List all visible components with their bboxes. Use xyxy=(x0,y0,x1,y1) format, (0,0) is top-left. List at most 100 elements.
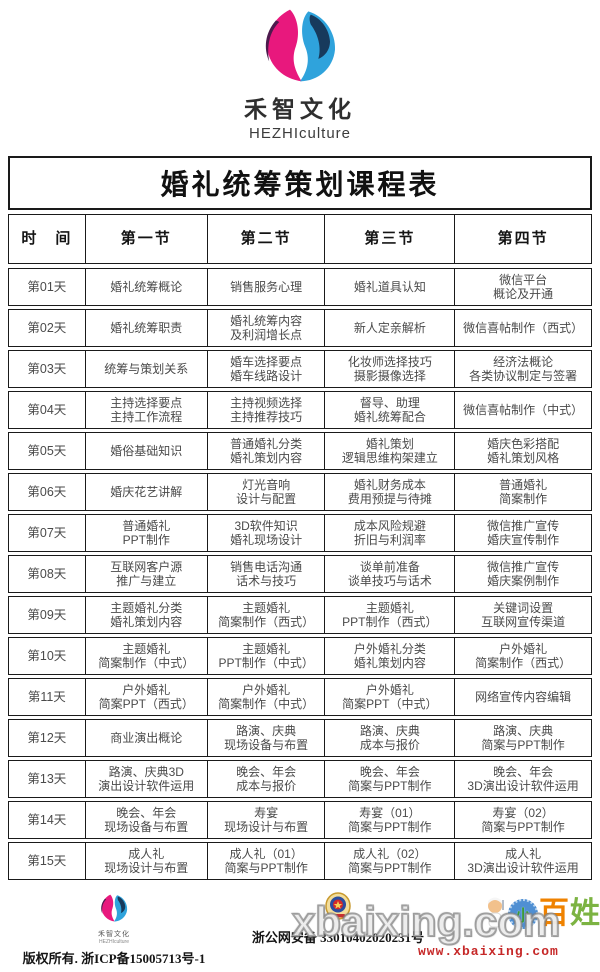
course-cell: 成人礼（01） 简案与PPT制作 xyxy=(206,843,325,879)
table-row: 第07天 普通婚礼 PPT制作 3D软件知识 婚礼现场设计 成本风险规避 折旧与利润率… xyxy=(8,514,592,552)
day-cell: 第09天 xyxy=(27,608,67,622)
course-cell: 户外婚礼 简案PPT（中式） xyxy=(324,679,454,715)
course-cell: 化妆师选择技巧 摄影摄像选择 xyxy=(324,351,454,387)
course-cell: 督导、助理 婚礼统筹配合 xyxy=(324,392,454,428)
mascot-char-green: 姓 xyxy=(570,897,600,930)
course-cell: 晚会、年会 简案与PPT制作 xyxy=(324,761,454,797)
course-cell: 婚庆色彩搭配 婚礼策划风格 xyxy=(454,433,591,469)
table-row: 第04天 主持选择要点 主持工作流程 主持视频选择 主持推荐技巧 督导、助理 婚礼统筹… xyxy=(8,391,592,429)
course-cell: 婚庆花艺讲解 xyxy=(84,474,207,510)
police-badge-icon xyxy=(325,892,351,920)
course-cell: 主题婚礼分类 婚礼策划内容 xyxy=(84,597,207,633)
course-cell: 销售电话沟通 话术与技巧 xyxy=(206,556,325,592)
course-cell: 3D软件知识 婚礼现场设计 xyxy=(206,515,325,551)
course-cell: 路演、庆典 成本与报价 xyxy=(324,720,454,756)
day-cell: 第12天 xyxy=(27,731,67,745)
day-cell: 第03天 xyxy=(27,362,67,376)
course-cell: 婚礼统筹概论 xyxy=(84,269,207,305)
col-header-section-4: 第四节 xyxy=(454,215,591,263)
col-header-section-1: 第一节 xyxy=(84,215,207,263)
police-record-text: 浙公网安备 33010402020231号 xyxy=(251,930,425,945)
course-cell: 普通婚礼分类 婚礼策划内容 xyxy=(206,433,325,469)
course-cell: 婚礼道具认知 xyxy=(324,269,454,305)
col-header-section-2: 第二节 xyxy=(206,215,325,263)
day-cell: 第14天 xyxy=(27,813,67,827)
course-cell: 婚礼统筹内容 及利润增长点 xyxy=(206,310,325,346)
mascot-char-orange: 百 xyxy=(539,897,569,930)
course-cell: 主持视频选择 主持推荐技巧 xyxy=(206,392,325,428)
day-cell: 第13天 xyxy=(27,772,67,786)
course-cell: 晚会、年会 成本与报价 xyxy=(206,761,325,797)
table-row: 第09天 主题婚礼分类 婚礼策划内容 主题婚礼 简案制作（西式） 主题婚礼 PPT制作… xyxy=(8,596,592,634)
course-cell: 商业演出概论 xyxy=(84,720,207,756)
course-cell: 路演、庆典 现场设备与布置 xyxy=(206,720,325,756)
course-cell: 寿宴 现场设计与布置 xyxy=(206,802,325,838)
day-cell: 第06天 xyxy=(27,485,67,499)
table-row: 第05天 婚俗基础知识 普通婚礼分类 婚礼策划内容 婚礼策划 逻辑思维构架建立 婚庆色彩… xyxy=(8,432,592,470)
flower-badge-icon: 小 xyxy=(508,899,538,929)
day-cell: 第07天 xyxy=(27,526,67,540)
table-row: 第01天 婚礼统筹概论 销售服务心理 婚礼道具认知 微信平台 概论及开通 xyxy=(8,268,592,306)
table-row: 第02天 婚礼统筹职责 婚礼统筹内容 及利润增长点 新人定亲解析 微信喜帖制作（西式） xyxy=(8,309,592,347)
footer-brand-en: HEZHIculture xyxy=(98,939,129,945)
course-cell: 寿宴（01） 简案与PPT制作 xyxy=(324,802,454,838)
table-row: 第14天 晚会、年会 现场设备与布置 寿宴 现场设计与布置 寿宴（01） 简案与PPT… xyxy=(8,801,592,839)
table-row: 第11天 户外婚礼 简案PPT（西式） 户外婚礼 简案制作（中式） 户外婚礼 简案PP… xyxy=(8,678,592,716)
flower-char: 小 xyxy=(514,908,531,925)
course-cell: 普通婚礼 简案制作 xyxy=(454,474,591,510)
course-cell: 普通婚礼 PPT制作 xyxy=(84,515,207,551)
course-cell: 成本风险规避 折旧与利润率 xyxy=(324,515,454,551)
table-row: 第12天 商业演出概论 路演、庆典 现场设备与布置 路演、庆典 成本与报价 路演、庆典 … xyxy=(8,719,592,757)
table-row: 第13天 路演、庆典3D 演出设计软件运用 晚会、年会 成本与报价 晚会、年会 简案与… xyxy=(8,760,592,798)
table-body: 第01天 婚礼统筹概论 销售服务心理 婚礼道具认知 微信平台 概论及开通第02天 婚礼统筹… xyxy=(8,268,592,880)
course-cell: 成人礼（02） 简案与PPT制作 xyxy=(324,843,454,879)
police-record-block: 浙公网安备 33010402020231号 xyxy=(238,892,438,946)
course-cell: 户外婚礼 简案PPT（西式） xyxy=(84,679,207,715)
course-cell: 户外婚礼 简案制作（中式） xyxy=(206,679,325,715)
col-header-time: 时 间 xyxy=(21,231,73,247)
course-cell: 销售服务心理 xyxy=(206,269,325,305)
day-cell: 第01天 xyxy=(27,280,67,294)
course-cell: 微信喜帖制作（中式） xyxy=(454,392,591,428)
page-footer: 禾智文化 HEZHIculture 版权所有. 浙ICP备15005713号-1… xyxy=(0,892,600,972)
day-cell: 第08天 xyxy=(27,567,67,581)
course-cell: 新人定亲解析 xyxy=(324,310,454,346)
table-header-row: 时 间 第一节 第二节 第三节 第四节 xyxy=(8,214,592,264)
course-cell: 路演、庆典 简案与PPT制作 xyxy=(454,720,591,756)
course-cell: 婚礼财务成本 费用预提与待摊 xyxy=(324,474,454,510)
course-cell: 互联网客户源 推广与建立 xyxy=(84,556,207,592)
day-cell: 第10天 xyxy=(27,649,67,663)
brand-name-cn: 禾智文化 xyxy=(244,96,356,122)
table-row: 第06天 婚庆花艺讲解 灯光音响 设计与配置 婚礼财务成本 费用预提与待摊 普通婚礼 简… xyxy=(8,473,592,511)
course-schedule-table: 婚礼统筹策划课程表 时 间 第一节 第二节 第三节 第四节 第01天 婚礼统筹概论… xyxy=(8,156,592,883)
course-cell: 婚车选择要点 婚车线路设计 xyxy=(206,351,325,387)
hezhi-logo-icon xyxy=(265,9,336,82)
mascot-character-icon xyxy=(488,897,504,928)
hezhi-logo-small-icon xyxy=(101,894,128,922)
course-cell: 晚会、年会 现场设备与布置 xyxy=(84,802,207,838)
watermark-text: xbaixing.com xyxy=(291,897,561,946)
course-cell: 关键词设置 互联网宣传渠道 xyxy=(454,597,591,633)
col-header-section-3: 第三节 xyxy=(324,215,454,263)
table-row: 第15天 成人礼 现场设计与布置 成人礼（01） 简案与PPT制作 成人礼（02） 简… xyxy=(8,842,592,880)
course-cell: 微信推广宣传 婚庆宣传制作 xyxy=(454,515,591,551)
course-cell: 成人礼 3D演出设计软件运用 xyxy=(454,843,591,879)
course-cell: 户外婚礼 简案制作（西式） xyxy=(454,638,591,674)
course-cell: 婚礼策划 逻辑思维构架建立 xyxy=(324,433,454,469)
course-cell: 微信喜帖制作（西式） xyxy=(454,310,591,346)
course-cell: 微信平台 概论及开通 xyxy=(454,269,591,305)
course-cell: 主题婚礼 PPT制作（中式） xyxy=(206,638,325,674)
course-cell: 谈单前准备 谈单技巧与话术 xyxy=(324,556,454,592)
course-cell: 户外婚礼分类 婚礼策划内容 xyxy=(324,638,454,674)
copyright-text: 版权所有. 浙ICP备15005713号-1 xyxy=(22,951,206,966)
watermark-url-link[interactable]: www.xbaixing.com xyxy=(418,944,559,959)
table-row: 第08天 互联网客户源 推广与建立 销售电话沟通 话术与技巧 谈单前准备 谈单技巧与话… xyxy=(8,555,592,593)
course-cell: 灯光音响 设计与配置 xyxy=(206,474,325,510)
day-cell: 第15天 xyxy=(27,854,67,868)
footer-brand-cn: 禾智文化 xyxy=(98,931,130,938)
day-cell: 第11天 xyxy=(27,690,66,704)
course-cell: 微信推广宣传 婚庆案例制作 xyxy=(454,556,591,592)
brand-header: 禾智文化 HEZHIculture xyxy=(0,0,600,142)
course-cell: 主题婚礼 PPT制作（西式） xyxy=(324,597,454,633)
course-cell: 婚礼统筹职责 xyxy=(84,310,207,346)
